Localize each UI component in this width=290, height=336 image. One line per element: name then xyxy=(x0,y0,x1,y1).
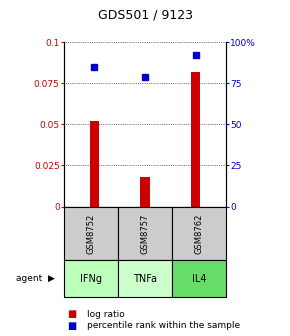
Text: IL4: IL4 xyxy=(192,274,206,284)
Text: GDS501 / 9123: GDS501 / 9123 xyxy=(97,9,193,22)
Text: GSM8757: GSM8757 xyxy=(140,213,150,254)
Text: agent  ▶: agent ▶ xyxy=(16,275,55,283)
Bar xyxy=(90,121,99,207)
Text: GSM8762: GSM8762 xyxy=(195,213,204,254)
Text: GSM8752: GSM8752 xyxy=(86,213,95,254)
Text: IFNg: IFNg xyxy=(80,274,102,284)
Text: percentile rank within the sample: percentile rank within the sample xyxy=(87,322,240,330)
Bar xyxy=(191,72,200,207)
Bar xyxy=(140,177,150,207)
Text: TNFa: TNFa xyxy=(133,274,157,284)
Text: log ratio: log ratio xyxy=(87,310,125,319)
Text: ■: ■ xyxy=(67,321,76,331)
Text: ■: ■ xyxy=(67,309,76,319)
